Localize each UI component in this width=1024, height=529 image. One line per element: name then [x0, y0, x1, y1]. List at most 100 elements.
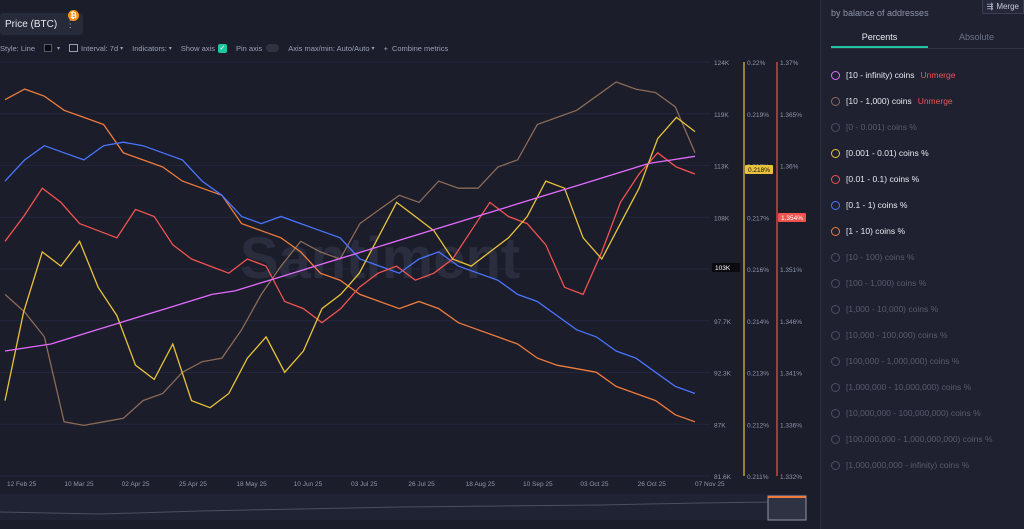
metric-color-ring-icon — [831, 382, 840, 392]
axis-tick-label: 0.212% — [747, 422, 769, 429]
metric-label: [0.1 - 1) coins % — [846, 200, 908, 210]
metric-title: Price (BTC) — [5, 18, 58, 30]
chart-area: Santiment 124K 119K 113K 108K 103K 97.7K 92.3K 8… — [0, 0, 820, 529]
metric-label: [1,000,000,000 - infinity) coins % — [846, 460, 970, 470]
series-line — [4, 81, 696, 427]
axis-current-value-badge — [778, 213, 806, 222]
metric-item[interactable]: [0.01 - 0.1) coins % — [831, 166, 1021, 192]
axis-tick-label: 1.37% — [780, 60, 799, 67]
series-line — [4, 88, 696, 423]
axis-tick-label: 0.214% — [747, 319, 769, 326]
chevron-down-icon: ▾ — [168, 45, 172, 52]
metric-color-ring-icon — [831, 226, 840, 236]
metric-label: [1 - 10) coins % — [846, 226, 906, 236]
series-line — [4, 151, 696, 324]
style-label: Style: Line — [0, 43, 36, 53]
checkbox-checked-icon[interactable]: ✓ — [217, 43, 227, 53]
metric-color-ring-icon — [831, 408, 840, 418]
metric-item[interactable]: [0.1 - 1) coins % — [831, 192, 1021, 218]
axis-tick-label: 1.351% — [780, 267, 802, 274]
metric-color-ring-icon — [831, 122, 840, 132]
x-tick-label: 26 Oct 25 — [638, 481, 667, 488]
x-tick-label: 10 Sep 25 — [523, 481, 553, 488]
axis-tick-label: 1.341% — [780, 371, 802, 378]
color-picker[interactable]: ▾ — [44, 44, 60, 52]
metric-label: [100,000,000 - 1,000,000,000) coins % — [846, 434, 993, 444]
indicators-select[interactable]: Indicators: ▾ — [132, 44, 172, 53]
metric-label: [10,000,000 - 100,000,000) coins % — [846, 408, 981, 418]
pin-axis-toggle[interactable]: Pin axis — [235, 43, 280, 53]
tab-percents[interactable]: Percents — [831, 28, 928, 48]
axis-tick-label: 0.219% — [747, 112, 769, 119]
metric-color-ring-icon — [831, 252, 840, 262]
metric-item[interactable]: [1 - 10) coins % — [831, 218, 1021, 244]
metric-color-ring-icon — [831, 434, 840, 444]
interval-select[interactable]: Interval: 7d ▾ — [69, 44, 123, 53]
unmerge-button[interactable]: Unmerge — [917, 96, 953, 106]
metric-item[interactable]: [10,000,000 - 100,000,000) coins % — [831, 400, 1021, 426]
metric-label: [0.01 - 0.1) coins % — [846, 174, 920, 184]
metric-item[interactable]: [1,000,000,000 - infinity) coins % — [831, 452, 1021, 478]
metric-item[interactable]: [10 - 1,000) coins Unmerge — [831, 88, 1021, 114]
metric-label: [1,000 - 10,000) coins % — [846, 304, 939, 314]
axis-tick-label: 113K — [714, 164, 729, 171]
more-menu-icon[interactable]: ⋮ — [65, 18, 76, 30]
series-line — [4, 116, 696, 409]
metric-item[interactable]: [10 - 100) coins % — [831, 244, 1021, 270]
bitcoin-icon: ₿ — [68, 10, 79, 21]
navigator-line — [0, 501, 769, 515]
metric-item[interactable]: [0.001 - 0.01) coins % — [831, 140, 1021, 166]
combine-label: Combine metrics — [391, 43, 449, 53]
axis-tick-label: 97.7K — [714, 319, 732, 326]
series-line — [4, 155, 696, 352]
indicators-label: Indicators: — [132, 43, 167, 53]
metric-item[interactable]: [100 - 1,000) coins % — [831, 270, 1021, 296]
axis-tick-label: 0.211% — [747, 474, 769, 481]
metric-item[interactable]: [100,000,000 - 1,000,000,000) coins % — [831, 426, 1021, 452]
x-tick-label: 03 Oct 25 — [580, 481, 609, 488]
combine-metrics-button[interactable]: + Combine metrics — [384, 44, 449, 53]
x-tick-label: 03 Jul 25 — [351, 481, 378, 488]
metric-label: [0 - 0.001) coins % — [846, 122, 917, 132]
metric-label: [10 - 1,000) coins — [846, 96, 912, 106]
axis-maxmin-select[interactable]: Axis max/min: Auto/Auto ▾ — [288, 44, 374, 53]
metric-item[interactable]: [1,000 - 10,000) coins % — [831, 296, 1021, 322]
tab-absolute[interactable]: Absolute — [958, 32, 995, 42]
show-axis-toggle[interactable]: Show axis ✓ — [181, 43, 227, 53]
pin-axis-label: Pin axis — [235, 43, 263, 53]
metric-item[interactable]: [10,000 - 100,000) coins % — [831, 322, 1021, 348]
metric-color-ring-icon — [831, 278, 840, 288]
color-swatch — [44, 44, 53, 52]
metric-item[interactable]: [10 - infinity) coins Unmerge — [831, 62, 1021, 88]
x-tick-label: 26 Jul 25 — [408, 481, 435, 488]
metric-item[interactable]: [100,000 - 1,000,000) coins % — [831, 348, 1021, 374]
chart-canvas[interactable]: Santiment 124K 119K 113K 108K 103K 97.7K 92.3K 8… — [0, 0, 820, 529]
metric-label: [10 - infinity) coins — [846, 70, 915, 80]
unmerge-button[interactable]: Unmerge — [920, 70, 956, 80]
axis-tick-label: 1.346% — [780, 319, 802, 326]
metric-label: [100,000 - 1,000,000) coins % — [846, 356, 960, 366]
x-tick-label: 10 Mar 25 — [64, 481, 94, 488]
toggle-switch[interactable] — [266, 44, 280, 52]
axis-tick-label: 119K — [714, 112, 729, 119]
x-tick-label: 18 Aug 25 — [466, 481, 496, 488]
navigator-window-handle — [767, 495, 807, 521]
metric-color-ring-icon — [831, 148, 840, 158]
chevron-down-icon: ▾ — [57, 45, 61, 52]
metric-item[interactable]: [1,000,000 - 10,000,000) coins % — [831, 374, 1021, 400]
metric-color-ring-icon — [831, 460, 840, 470]
axis-current-value-badge — [745, 165, 773, 174]
metric-color-ring-icon — [831, 356, 840, 366]
style-select[interactable]: Style: Line — [0, 44, 35, 53]
metric-color-ring-icon — [831, 330, 840, 340]
metric-color-ring-icon — [831, 70, 840, 80]
metric-label: [1,000,000 - 10,000,000) coins % — [846, 382, 972, 392]
metric-item[interactable]: [0 - 0.001) coins % — [831, 114, 1021, 140]
merge-button[interactable]: ⇶ Merge — [981, 0, 1024, 14]
axis-tick-label: 124K — [714, 60, 730, 67]
metrics-panel: by balance of addresses ⇶ Merge Percents… — [820, 0, 1024, 529]
axis-tick-label: 0.216% — [747, 267, 769, 274]
x-tick-label: 07 Nov 25 — [695, 481, 725, 488]
x-tick-label: 18 May 25 — [236, 481, 267, 488]
metric-title-chip[interactable]: Price (BTC) ⋮ — [0, 13, 84, 35]
